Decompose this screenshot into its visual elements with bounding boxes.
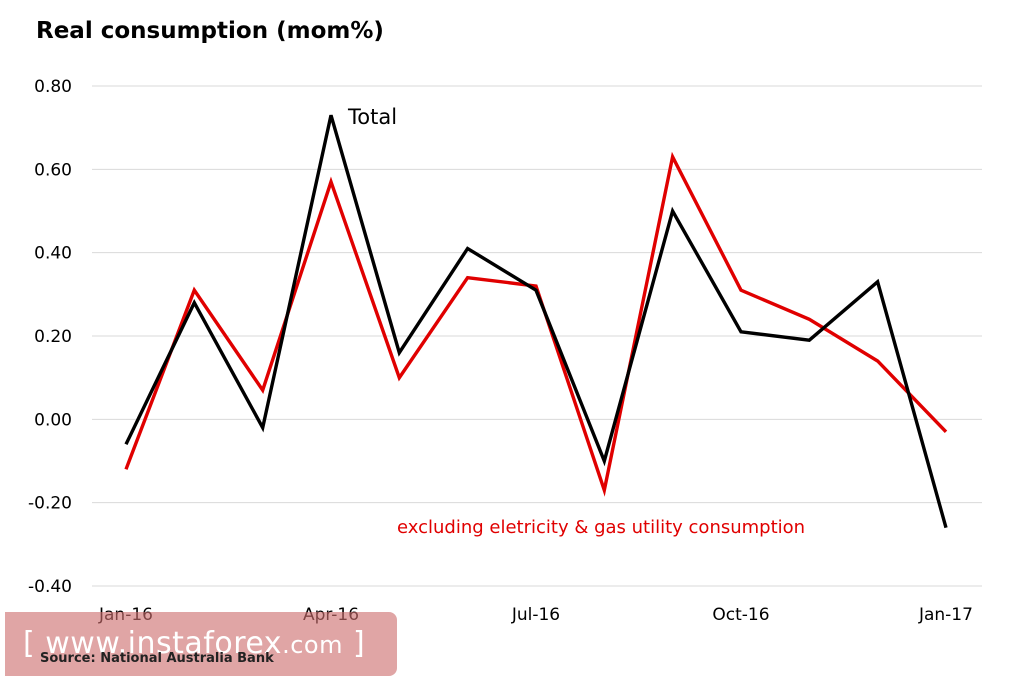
gridlines <box>92 85 982 587</box>
annotations: Total excluding eletricity & gas utility… <box>347 105 805 538</box>
source-note: Source: National Australia Bank <box>40 651 274 666</box>
watermark-text: [ www.instaforex.com ] <box>23 626 365 661</box>
chart-title: Real consumption (mom%) <box>36 18 384 44</box>
x-tick-label: Jan-17 <box>918 605 973 625</box>
x-tick-label: Oct-16 <box>712 605 769 625</box>
series-lines <box>124 114 948 529</box>
y-tick-label: -0.20 <box>28 494 72 514</box>
series-line-total <box>124 114 948 529</box>
annotation-excluding: excluding eletricity & gas utility consu… <box>397 517 805 538</box>
watermark-bracket-close: ] <box>353 626 366 661</box>
annotation-total: Total <box>347 105 397 129</box>
watermark-logo: [ www.instaforex.com ] <box>5 612 397 676</box>
y-tick-label: 0.00 <box>34 410 72 430</box>
watermark-suffix: .com <box>282 631 343 659</box>
y-axis-tick-labels: 0.80 0.60 0.40 0.20 0.00 -0.20 -0.40 <box>28 77 72 597</box>
y-tick-label: 0.40 <box>34 244 72 264</box>
series-line-excluding-utilities <box>124 151 948 497</box>
y-tick-label: 0.60 <box>34 160 72 180</box>
x-tick-label: Jul-16 <box>511 605 560 625</box>
y-tick-label: -0.40 <box>28 577 72 597</box>
watermark-bracket-open: [ <box>23 626 36 661</box>
y-tick-label: 0.20 <box>34 327 72 347</box>
watermark-site: www.instaforex <box>45 626 283 661</box>
y-tick-label: 0.80 <box>34 77 72 97</box>
